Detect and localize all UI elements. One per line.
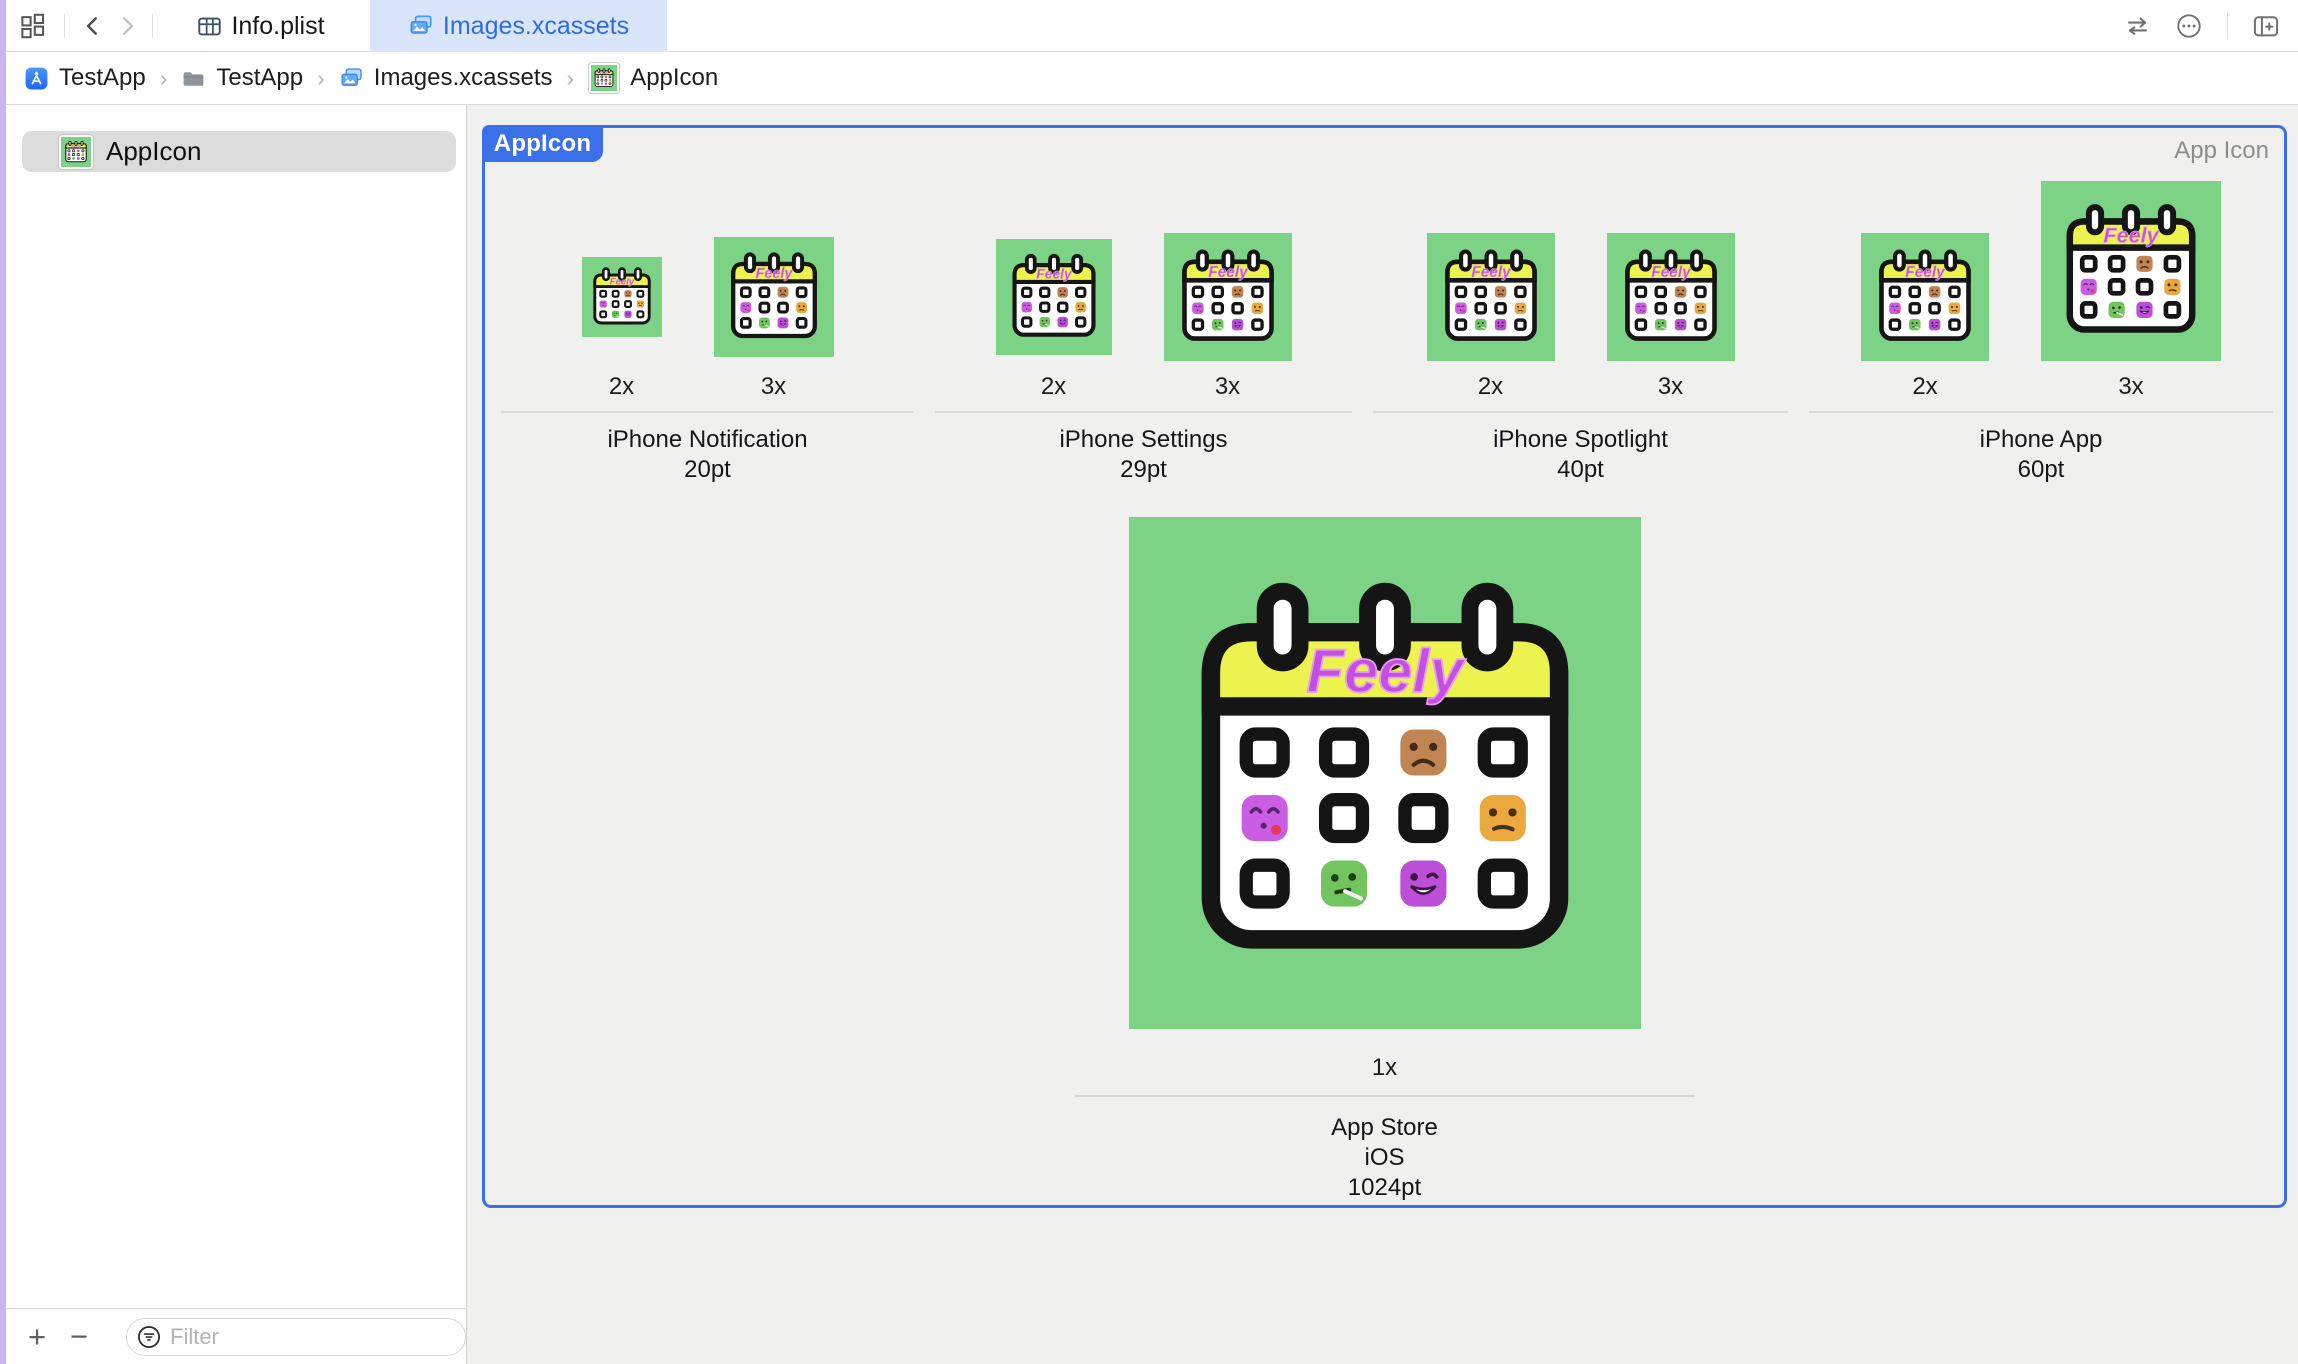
related-items-icon[interactable] xyxy=(20,13,46,39)
icon-slot-40pt-2x[interactable] xyxy=(1427,233,1555,361)
breadcrumb-item-group[interactable]: TestApp xyxy=(181,64,303,92)
icon-slot-29pt-2x[interactable] xyxy=(996,239,1112,355)
breadcrumb-label: AppIcon xyxy=(630,64,719,91)
icon-slot-20pt-3x[interactable] xyxy=(714,237,834,357)
group-title: iPhone App xyxy=(1979,426,2103,453)
scale-label: 3x xyxy=(760,373,787,400)
scale-label: 2x xyxy=(1040,373,1067,400)
icon-slot-40pt-3x[interactable] xyxy=(1607,233,1735,361)
appicon-thumbnail xyxy=(58,133,94,170)
group-divider xyxy=(1373,411,1788,413)
icon-size-groups: 2x 3x iPhone Notification 20pt 2x 3x iPh… xyxy=(501,181,2273,485)
group-point-size: 29pt xyxy=(1120,456,1167,483)
group-point-size: 60pt xyxy=(2017,456,2065,483)
group-iphone-settings: 2x 3x iPhone Settings 29pt xyxy=(935,181,1352,485)
sidebar-footer: + − xyxy=(6,1308,466,1364)
icon-slot-60pt-3x[interactable] xyxy=(2041,181,2221,361)
tab-label: Images.xcassets xyxy=(442,11,630,40)
breadcrumb-chevron-icon: › xyxy=(317,64,325,91)
group-divider xyxy=(1074,1095,1695,1097)
breadcrumb-label: TestApp xyxy=(59,64,146,91)
back-chevron-icon[interactable] xyxy=(80,13,106,39)
app-store-icon xyxy=(25,67,48,89)
tab-images-xcassets[interactable]: Images.xcassets xyxy=(370,0,667,52)
group-title: App Store xyxy=(1331,1114,1438,1141)
swap-editor-icon[interactable] xyxy=(2124,13,2151,40)
group-title: iPhone Settings xyxy=(1059,426,1228,453)
icon-slot-1024pt-1x[interactable] xyxy=(1129,517,1641,1029)
remove-asset-button[interactable]: − xyxy=(69,1318,89,1354)
group-platform: iOS xyxy=(1364,1144,1405,1171)
filter-input[interactable] xyxy=(170,1323,420,1350)
filter-icon xyxy=(138,1325,160,1348)
group-iphone-app: 2x 3x iPhone App 60pt xyxy=(1809,181,2273,485)
scale-label: 3x xyxy=(1657,373,1684,400)
tab-label: Info.plist xyxy=(231,11,325,40)
asset-type-label: App Icon xyxy=(2174,137,2269,164)
forward-chevron-icon[interactable] xyxy=(114,13,140,39)
breadcrumb-chevron-icon: › xyxy=(566,64,575,91)
breadcrumb-item-catalog[interactable]: Images.xcassets xyxy=(339,64,553,92)
tab-info-plist[interactable]: Info.plist xyxy=(152,0,370,52)
appicon-selection-box: AppIcon App Icon 2x 3x iPhone Notificati… xyxy=(482,125,2287,1208)
scale-label: 2x xyxy=(1912,373,1938,400)
group-title: iPhone Notification xyxy=(607,426,808,453)
asset-catalog-icon xyxy=(408,13,434,39)
group-app-store: 1x App Store iOS 1024pt xyxy=(485,517,2284,1203)
scale-label: 2x xyxy=(608,373,635,400)
group-point-size: 1024pt xyxy=(1347,1174,1422,1201)
asset-list-sidebar: AppIcon + − xyxy=(6,105,466,1364)
group-point-size: 40pt xyxy=(1557,456,1604,483)
group-point-size: 20pt xyxy=(684,456,731,483)
breadcrumb-label: TestApp xyxy=(216,64,304,91)
plist-table-icon xyxy=(198,17,222,35)
group-divider xyxy=(935,411,1352,413)
icon-slot-29pt-3x[interactable] xyxy=(1164,233,1292,361)
add-editor-icon[interactable] xyxy=(2252,12,2280,40)
filter-field[interactable] xyxy=(126,1317,466,1356)
sidebar-item-label: AppIcon xyxy=(106,136,202,166)
group-title: iPhone Spotlight xyxy=(1493,426,1668,453)
breadcrumb-chevron-icon: › xyxy=(159,64,168,91)
sidebar-divider xyxy=(466,105,467,1364)
group-divider xyxy=(501,411,914,413)
toolbar-separator xyxy=(64,14,65,38)
breadcrumb-label: Images.xcassets xyxy=(373,64,553,91)
toolbar-separator xyxy=(152,14,153,38)
appicon-set-tag: AppIcon xyxy=(482,125,603,162)
icon-slot-20pt-2x[interactable] xyxy=(582,257,662,337)
window-edge-strip xyxy=(0,0,6,1364)
editor-tab-bar: Info.plist Images.xcassets xyxy=(0,0,2298,52)
group-iphone-spotlight: 2x 3x iPhone Spotlight 40pt xyxy=(1373,181,1788,485)
breadcrumb-item-appicon[interactable]: AppIcon xyxy=(588,62,718,94)
add-asset-button[interactable]: + xyxy=(27,1318,47,1354)
breadcrumb-item-project[interactable]: TestApp xyxy=(24,64,146,92)
breadcrumb: TestApp › TestApp › Images.xcassets › Ap… xyxy=(0,52,2298,105)
toolbar-separator xyxy=(2227,13,2228,39)
asset-catalog-icon xyxy=(339,66,364,91)
icon-slot-60pt-2x[interactable] xyxy=(1861,233,1989,361)
group-divider xyxy=(1809,411,2273,413)
folder-icon xyxy=(183,71,204,86)
sidebar-item-appicon[interactable]: AppIcon xyxy=(22,131,456,172)
scale-label: 1x xyxy=(1371,1054,1398,1081)
appicon-thumbnail xyxy=(588,62,621,94)
scale-label: 3x xyxy=(1214,373,1241,400)
asset-detail-canvas: AppIcon App Icon 2x 3x iPhone Notificati… xyxy=(467,105,2298,1364)
group-iphone-notification: 2x 3x iPhone Notification 20pt xyxy=(501,181,914,485)
scale-label: 3x xyxy=(2118,373,2144,400)
scale-label: 2x xyxy=(1477,373,1504,400)
more-options-icon[interactable] xyxy=(2175,12,2203,40)
